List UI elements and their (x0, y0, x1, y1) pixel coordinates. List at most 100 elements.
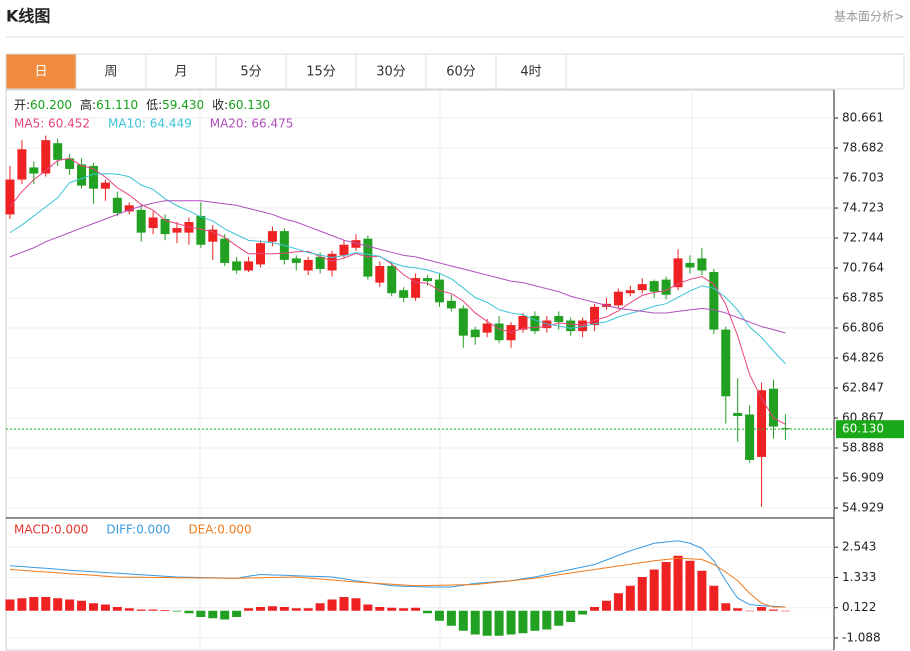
macd-bar (673, 555, 683, 611)
tab-label[interactable]: 月 (174, 65, 187, 80)
macd-bar (745, 610, 755, 612)
tab-label[interactable]: 4时 (520, 65, 541, 80)
candle-body (375, 265, 385, 283)
candle-body (387, 265, 397, 294)
indicator-line (9, 200, 786, 334)
chart-frame (5, 89, 835, 651)
candle-body (470, 329, 480, 338)
macd-bar (566, 610, 576, 622)
macd-bar (530, 610, 540, 631)
candle-body (136, 209, 146, 233)
macd-bar (578, 610, 588, 615)
candle-body (244, 261, 254, 271)
page-title: K线图 (6, 7, 50, 26)
macd-bar (637, 577, 647, 611)
macd-bar (458, 610, 468, 631)
y-tick-label: 78.682 (842, 141, 884, 155)
candle-body (733, 412, 743, 417)
macd-bar (339, 597, 349, 611)
tab[interactable] (75, 53, 147, 90)
candle-body (518, 315, 528, 330)
macd-bar (232, 610, 242, 617)
candle-body (5, 179, 15, 215)
tabs: 日 周 月 5分 15分 30分 60分 4时 (5, 53, 567, 90)
quote-value: 60.200 (30, 98, 72, 112)
candle-body (721, 329, 731, 397)
macd-bar (303, 608, 313, 611)
y-tick-label: 0.122 (842, 600, 876, 614)
candle-body (172, 228, 182, 233)
macd-bar (685, 560, 695, 611)
legend-entry: DEA:0.000 (188, 523, 251, 537)
candle-body (220, 238, 230, 263)
macd-bar (613, 593, 623, 611)
fundamentals-link[interactable]: 基本面分析> (834, 10, 904, 24)
macd-bar (434, 610, 444, 621)
macd-bar (124, 608, 134, 611)
candle-body (685, 262, 695, 268)
candle-body (446, 300, 456, 309)
tab-label[interactable]: 30分 (376, 65, 406, 80)
candle-body (196, 215, 206, 245)
quote-label: 收: (212, 98, 228, 112)
legend-entry: MA5: 60.452 (14, 117, 90, 131)
candle-body (613, 291, 623, 306)
macd-bar (411, 607, 421, 611)
macd-bar (482, 610, 492, 636)
macd-bar (554, 610, 564, 626)
tab[interactable] (495, 53, 567, 90)
macd-bar (661, 562, 671, 611)
macd-bar (160, 610, 170, 611)
legend-entry: MACD:0.000 (14, 523, 88, 537)
candle-body (757, 390, 767, 457)
macd-bar (41, 597, 51, 611)
macd-bar (363, 604, 373, 611)
macd-bar (327, 599, 337, 611)
tab-label[interactable]: 5分 (240, 65, 261, 80)
tab[interactable] (285, 53, 357, 90)
candle-body (661, 279, 671, 295)
y-tick-label: 56.909 (842, 471, 884, 485)
y-tick-label: -1.088 (842, 630, 881, 644)
y-tick-label: 2.543 (842, 540, 876, 554)
macd-bar (184, 610, 194, 614)
macd-bar (506, 610, 516, 635)
macd-bar (768, 609, 778, 611)
candle-body (267, 231, 277, 242)
candle-body (649, 281, 659, 292)
legend-entry: DIFF:0.000 (106, 523, 170, 537)
quote-line: 开:60.200 高:61.110 低:59.430 收:60.130 (14, 97, 270, 112)
candle-body (423, 278, 433, 282)
candle-body (554, 315, 564, 323)
macd-bar (423, 610, 433, 614)
candle-body (88, 165, 98, 189)
legend-entry: MA20: 66.475 (210, 117, 294, 131)
candle-body (768, 388, 778, 427)
macd-bar (220, 610, 230, 620)
macd-bar (542, 610, 552, 630)
macd-bar (148, 609, 158, 611)
tab[interactable] (5, 53, 77, 90)
macd-bar (625, 585, 635, 611)
macd-bar (196, 610, 206, 617)
tab-label[interactable]: 日 (34, 65, 47, 80)
candle-body (590, 306, 600, 326)
candle-body (339, 244, 349, 256)
macd-bar (387, 607, 397, 611)
candle-body (458, 308, 468, 336)
y-tick-label: 58.888 (842, 441, 884, 455)
macd-bar (65, 599, 75, 611)
tab-label[interactable]: 15分 (306, 65, 336, 80)
macd-bar (29, 597, 39, 611)
indicator-line (9, 173, 786, 365)
candle-body (112, 197, 122, 213)
candle-body (697, 258, 707, 271)
macd-bar (733, 608, 743, 611)
candle-body (625, 290, 635, 294)
macd-bar (208, 610, 218, 619)
tab-label[interactable]: 60分 (446, 65, 476, 80)
tab-label[interactable]: 周 (104, 65, 117, 80)
legend-entry: MA10: 64.449 (108, 117, 192, 131)
macd-bar (88, 603, 98, 611)
macd-bar (267, 606, 277, 611)
